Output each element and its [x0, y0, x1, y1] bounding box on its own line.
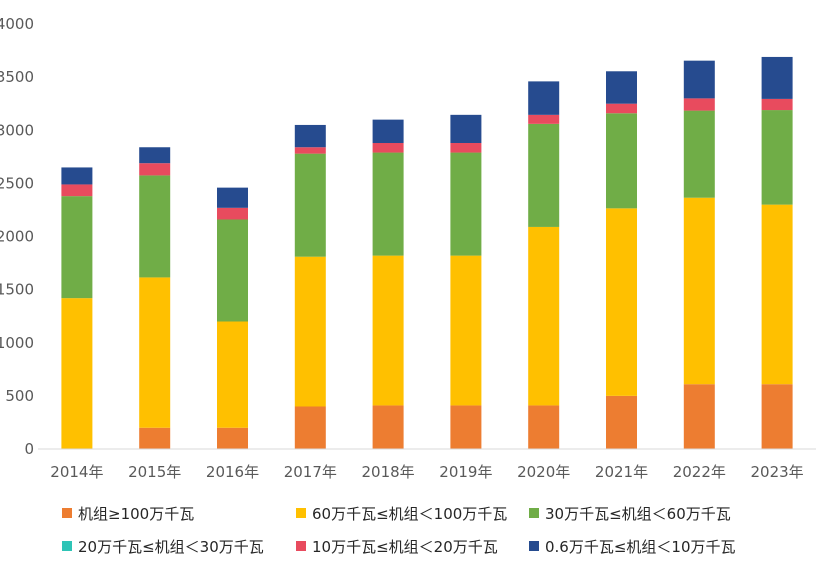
bar-segment	[139, 163, 171, 176]
x-tick-label: 2015年	[128, 463, 181, 481]
bar-segment	[294, 256, 326, 407]
bar-segment	[528, 123, 560, 227]
x-tick-label: 2014年	[50, 463, 103, 481]
y-tick-label: 3000	[0, 121, 34, 139]
bar-segment	[217, 321, 248, 428]
bar-segment	[139, 147, 171, 164]
x-tick-label: 2022年	[673, 463, 726, 481]
bar-segment	[450, 143, 482, 153]
bar-segment	[217, 187, 248, 208]
bar-segment	[606, 395, 637, 450]
bar-segment	[139, 175, 171, 278]
x-tick-label: 2017年	[284, 463, 337, 481]
bar-segment	[61, 184, 93, 197]
x-tick-label: 2018年	[362, 463, 415, 481]
y-tick-label: 3500	[0, 68, 34, 86]
x-tick-label: 2023年	[751, 463, 804, 481]
bar-segment	[450, 255, 482, 406]
bar-segment	[683, 384, 715, 449]
bar-segment	[528, 81, 560, 115]
bar-segment	[372, 152, 404, 256]
bar-segment	[683, 98, 715, 111]
bar-segment	[606, 71, 637, 104]
y-axis: 0 500 1000 1500 2000 2500 3000 3500 4000	[0, 15, 34, 458]
bar-segment	[294, 124, 326, 148]
bar-segment	[217, 427, 248, 449]
bar-segment	[217, 219, 248, 322]
y-tick-label: 1500	[0, 281, 34, 299]
bar-segment	[761, 204, 793, 385]
bar-segment	[761, 56, 793, 99]
x-tick-label: 2020年	[517, 463, 570, 481]
bar-segment	[606, 208, 637, 396]
bar-segment	[372, 405, 404, 449]
bar-segment	[372, 119, 404, 144]
bar-segment	[528, 226, 560, 406]
y-tick-label: 500	[5, 387, 34, 405]
y-tick-label: 4000	[0, 15, 34, 33]
bar-segment	[606, 103, 637, 114]
bar-segment	[528, 405, 560, 449]
bar-segment	[450, 405, 482, 449]
x-tick-label: 2021年	[595, 463, 648, 481]
bar-segment	[294, 406, 326, 449]
y-tick-label: 2000	[0, 228, 34, 246]
bar-segment	[372, 255, 404, 406]
bar-segment	[683, 60, 715, 99]
y-tick-label: 0	[24, 440, 34, 458]
bar-segment	[372, 143, 404, 153]
bar-segment	[139, 277, 171, 428]
bar-segment	[294, 147, 326, 154]
bar-segment	[217, 207, 248, 220]
bar-segment	[606, 113, 637, 209]
bar-segment	[761, 110, 793, 205]
bar-segment	[761, 384, 793, 449]
x-tick-label: 2016年	[206, 463, 259, 481]
bars	[61, 56, 793, 450]
x-tick-label: 2019年	[439, 463, 492, 481]
bar-segment	[450, 152, 482, 256]
bar-segment	[761, 98, 793, 111]
y-tick-label: 2500	[0, 174, 34, 192]
bar-segment	[683, 110, 715, 198]
bar-segment	[61, 167, 93, 185]
bar-segment	[450, 114, 482, 143]
bar-segment	[139, 427, 171, 449]
bar-segment	[294, 153, 326, 257]
bar-segment	[61, 298, 93, 450]
bar-segment	[683, 197, 715, 385]
bar-segment	[528, 114, 560, 124]
x-axis: 2014年 2015年 2016年 2017年 2018年 2019年 2020年 2021年…	[38, 448, 816, 481]
y-tick-label: 1000	[0, 334, 34, 352]
bar-segment	[61, 196, 93, 299]
